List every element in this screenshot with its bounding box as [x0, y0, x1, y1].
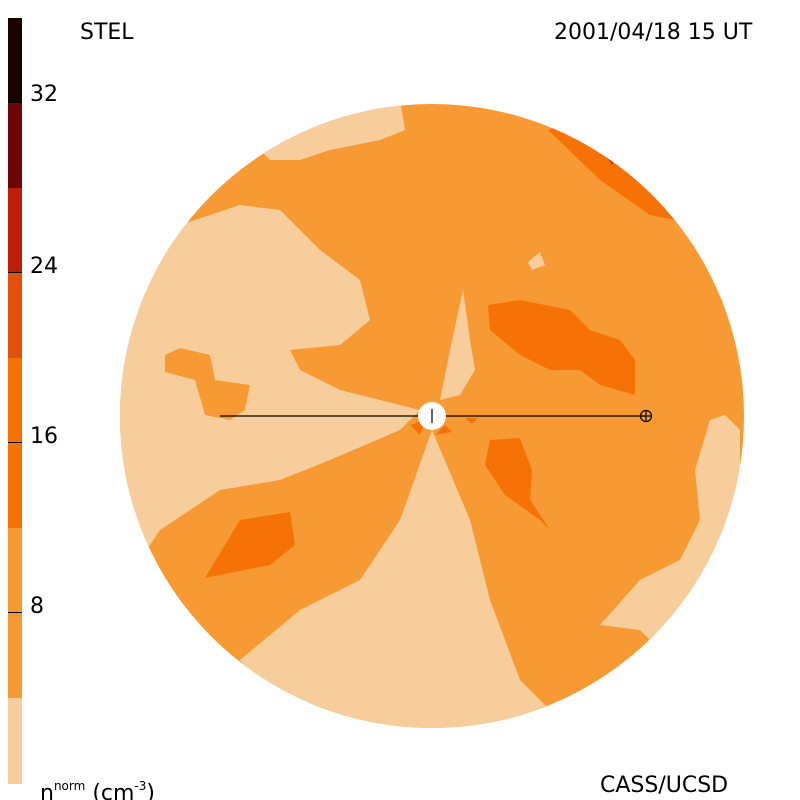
unit-superscript: norm [53, 779, 86, 793]
colorbar-tick-16 [8, 442, 22, 443]
medium-patch-west [165, 348, 250, 420]
dark-spot-near-sun [410, 418, 478, 435]
unit-symbol: n [40, 781, 54, 800]
colorbar-label-24: 24 [30, 254, 58, 279]
earth-icon [639, 409, 653, 423]
light-region-west [120, 200, 420, 560]
light-region-south [240, 430, 550, 728]
colorbar-band-7 [8, 18, 22, 103]
colorbar-band-6 [8, 103, 22, 188]
colorbar-tick-24 [8, 272, 22, 273]
credit-label: CASS/UCSD [600, 773, 729, 798]
timestamp-label: 2001/04/18 15 UT [554, 20, 753, 45]
unit-paren: (cm [92, 781, 135, 800]
colorbar [8, 18, 22, 784]
unit-close: ) [146, 781, 155, 800]
unit-exponent: -3 [134, 779, 147, 793]
dark-region-south-west [205, 512, 295, 578]
light-spot-ne [528, 252, 545, 270]
colorbar-label-16: 16 [30, 424, 58, 449]
colorbar-band-2 [8, 528, 22, 698]
colorbar-band-1 [8, 698, 22, 784]
colorbar-label-8: 8 [30, 594, 44, 619]
unit-label: nnorm (cm-3) [40, 775, 155, 800]
observatory-label: STEL [80, 20, 134, 45]
colorbar-band-3 [8, 358, 22, 528]
dark-region-south-east [485, 438, 550, 530]
colorbar-band-4 [8, 273, 22, 358]
colorbar-label-32: 32 [30, 82, 58, 107]
colorbar-tick-32 [8, 102, 22, 103]
colorbar-band-5 [8, 188, 22, 273]
dark-region-center-east [488, 300, 635, 395]
colorbar-tick-8 [8, 612, 22, 613]
light-region-center-spike [440, 290, 475, 400]
